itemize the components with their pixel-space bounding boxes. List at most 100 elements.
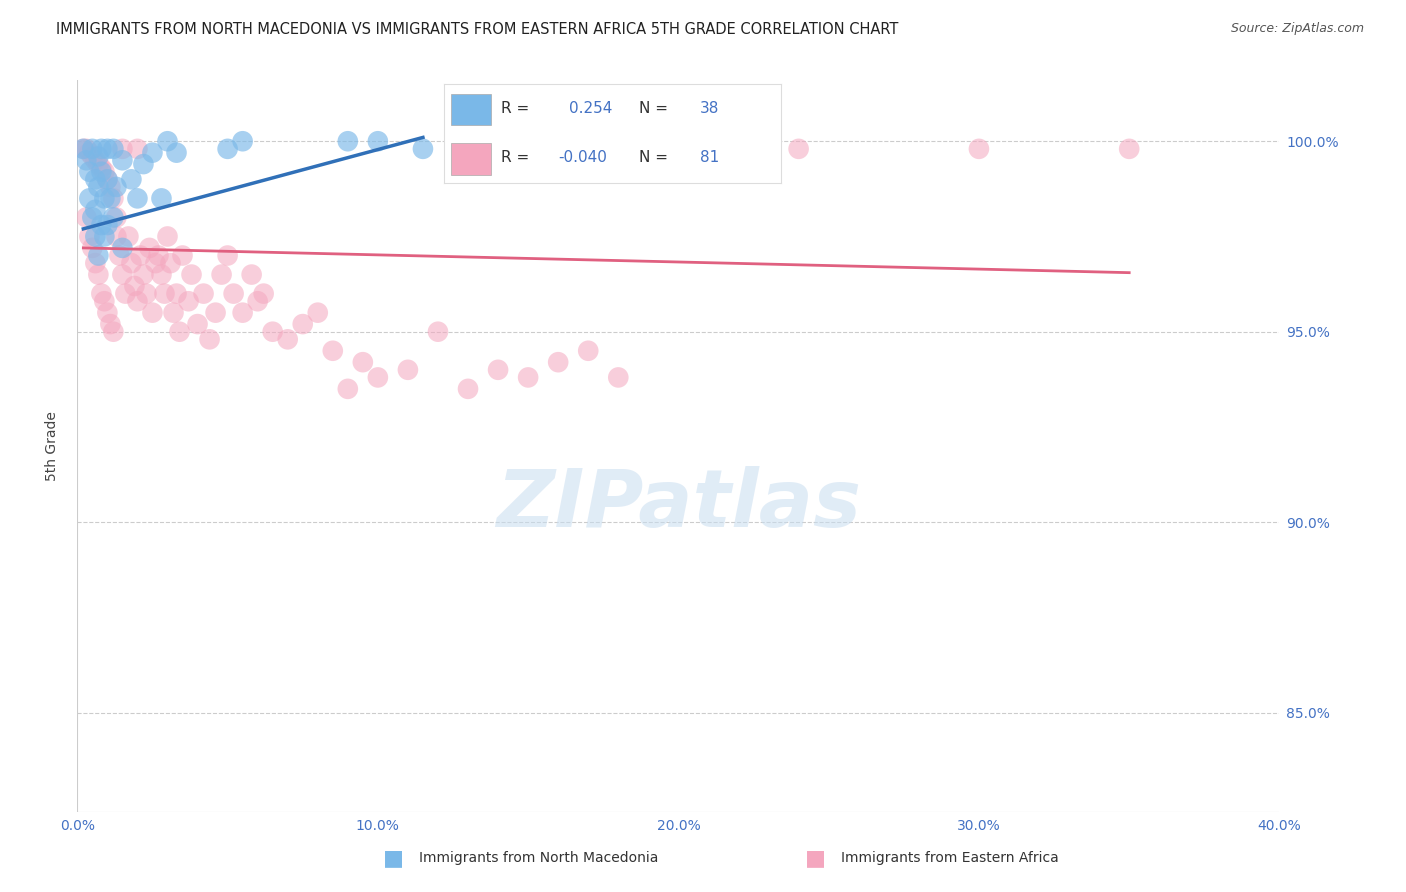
Point — [96, 142, 118, 156]
Point — [367, 370, 389, 384]
Point — [103, 191, 125, 205]
Point — [217, 142, 239, 156]
Point — [87, 157, 110, 171]
Point — [90, 164, 112, 178]
Point — [96, 218, 118, 232]
Point — [100, 191, 122, 205]
Point — [90, 161, 112, 175]
Text: ■: ■ — [806, 848, 825, 868]
Point — [177, 294, 200, 309]
Point — [193, 286, 215, 301]
Point — [222, 286, 245, 301]
Point — [145, 256, 167, 270]
Y-axis label: 5th Grade: 5th Grade — [45, 411, 59, 481]
Point — [82, 241, 104, 255]
Point — [90, 218, 112, 232]
Point — [187, 317, 209, 331]
Point — [111, 142, 134, 156]
Point — [307, 306, 329, 320]
Point — [93, 164, 115, 178]
Text: ZIPatlas: ZIPatlas — [496, 466, 860, 543]
Text: IMMIGRANTS FROM NORTH MACEDONIA VS IMMIGRANTS FROM EASTERN AFRICA 5TH GRADE CORR: IMMIGRANTS FROM NORTH MACEDONIA VS IMMIG… — [56, 22, 898, 37]
Point — [75, 211, 97, 225]
Point — [72, 142, 94, 156]
Point — [135, 286, 157, 301]
Point — [217, 248, 239, 262]
Point — [352, 355, 374, 369]
Point — [486, 363, 509, 377]
Point — [156, 134, 179, 148]
Point — [576, 343, 599, 358]
Point — [336, 382, 359, 396]
Point — [111, 153, 134, 168]
Point — [162, 306, 184, 320]
Point — [117, 229, 139, 244]
Point — [517, 370, 540, 384]
Point — [84, 153, 107, 168]
Point — [232, 134, 254, 148]
Point — [127, 191, 149, 205]
Point — [148, 248, 170, 262]
Text: Immigrants from Eastern Africa: Immigrants from Eastern Africa — [841, 851, 1059, 865]
Point — [180, 268, 202, 282]
Point — [103, 211, 125, 225]
Point — [787, 142, 810, 156]
Point — [132, 268, 155, 282]
Point — [96, 172, 118, 186]
Point — [204, 306, 226, 320]
Point — [84, 172, 107, 186]
Point — [127, 142, 149, 156]
Point — [138, 241, 160, 255]
Point — [129, 248, 152, 262]
Point — [668, 142, 690, 156]
Point — [111, 241, 134, 255]
Point — [246, 294, 269, 309]
Point — [367, 134, 389, 148]
Point — [93, 191, 115, 205]
Point — [153, 286, 176, 301]
Point — [141, 145, 163, 160]
Point — [232, 306, 254, 320]
Point — [547, 355, 569, 369]
Point — [240, 268, 263, 282]
Point — [72, 142, 94, 156]
Point — [277, 332, 299, 346]
Point — [150, 268, 173, 282]
Point — [198, 332, 221, 346]
Point — [87, 149, 110, 163]
Text: Source: ZipAtlas.com: Source: ZipAtlas.com — [1230, 22, 1364, 36]
Point — [93, 294, 115, 309]
Point — [172, 248, 194, 262]
Point — [82, 149, 104, 163]
Point — [111, 268, 134, 282]
Point — [156, 229, 179, 244]
Point — [150, 191, 173, 205]
Point — [132, 157, 155, 171]
Point — [457, 382, 479, 396]
Point — [87, 248, 110, 262]
Point — [87, 180, 110, 194]
Point — [108, 248, 131, 262]
Point — [427, 325, 450, 339]
Point — [90, 142, 112, 156]
Point — [166, 286, 188, 301]
Point — [120, 172, 142, 186]
Point — [84, 256, 107, 270]
Point — [75, 153, 97, 168]
Point — [120, 256, 142, 270]
Point — [84, 202, 107, 217]
Point — [79, 229, 101, 244]
Point — [124, 279, 146, 293]
Point — [141, 306, 163, 320]
Text: Immigrants from North Macedonia: Immigrants from North Macedonia — [419, 851, 658, 865]
Point — [79, 145, 101, 160]
Point — [75, 142, 97, 156]
Point — [90, 286, 112, 301]
Point — [166, 145, 188, 160]
Point — [103, 325, 125, 339]
Point — [727, 142, 749, 156]
Point — [105, 229, 128, 244]
Point — [607, 370, 630, 384]
Point — [127, 294, 149, 309]
Point — [100, 180, 122, 194]
